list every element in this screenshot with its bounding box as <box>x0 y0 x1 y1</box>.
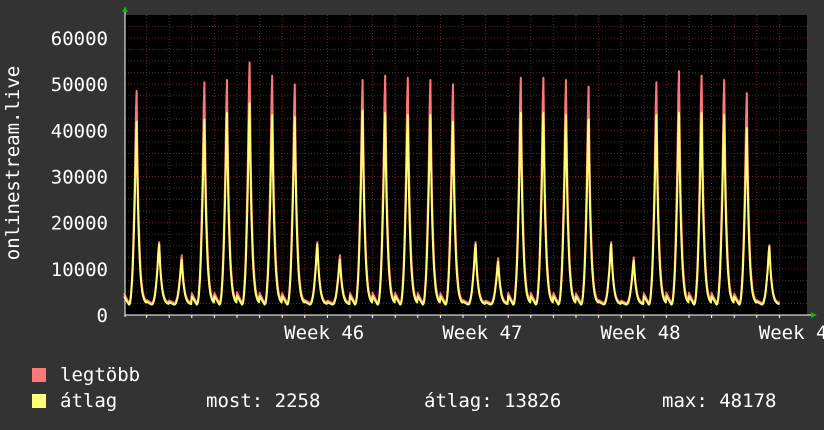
x-tick-labels: Week 46 Week 47 Week 48 Week 49 <box>284 322 824 340</box>
series-layer <box>123 61 781 306</box>
x-tick-label: Week 48 <box>601 322 681 340</box>
y-tick-label: 60000 <box>51 28 108 50</box>
legend-swatch-avg <box>32 394 46 408</box>
y-tick-label: 50000 <box>51 74 108 96</box>
y-tick-label: 30000 <box>51 167 108 189</box>
x-tick-label: Week 49 <box>759 322 824 340</box>
legend-label-avg: átlag <box>60 390 118 412</box>
stat-max: max: 48178 <box>662 390 777 412</box>
x-axis-arrow <box>811 312 817 318</box>
axes <box>122 6 817 318</box>
y-tick-label: 0 <box>97 305 108 327</box>
legend-row-max: legtöbb <box>32 362 812 388</box>
legend-swatch-max <box>32 368 46 382</box>
legend-label-max: legtöbb <box>60 364 141 386</box>
y-axis-label: onlinestream.live <box>2 66 24 260</box>
plot-area <box>125 15 807 315</box>
y-tick-label: 20000 <box>51 213 108 235</box>
y-tick-label: 40000 <box>51 120 108 142</box>
x-tick-label: Week 46 <box>284 322 364 340</box>
y-axis-arrow <box>122 6 128 12</box>
legend: legtöbb átlag most: 2258 átlag: 13826 ma… <box>32 362 812 414</box>
y-tick-labels: 0 10000 20000 30000 40000 50000 60000 <box>51 28 108 327</box>
y-tick-label: 10000 <box>51 259 108 281</box>
x-tick-label: Week 47 <box>442 322 522 340</box>
stat-current: most: 2258 <box>206 390 321 412</box>
grid <box>125 15 807 315</box>
series-line-avg <box>123 102 781 306</box>
stat-average: átlag: 13826 <box>424 390 562 412</box>
legend-row-avg: átlag most: 2258 átlag: 13826 max: 48178 <box>32 388 812 414</box>
